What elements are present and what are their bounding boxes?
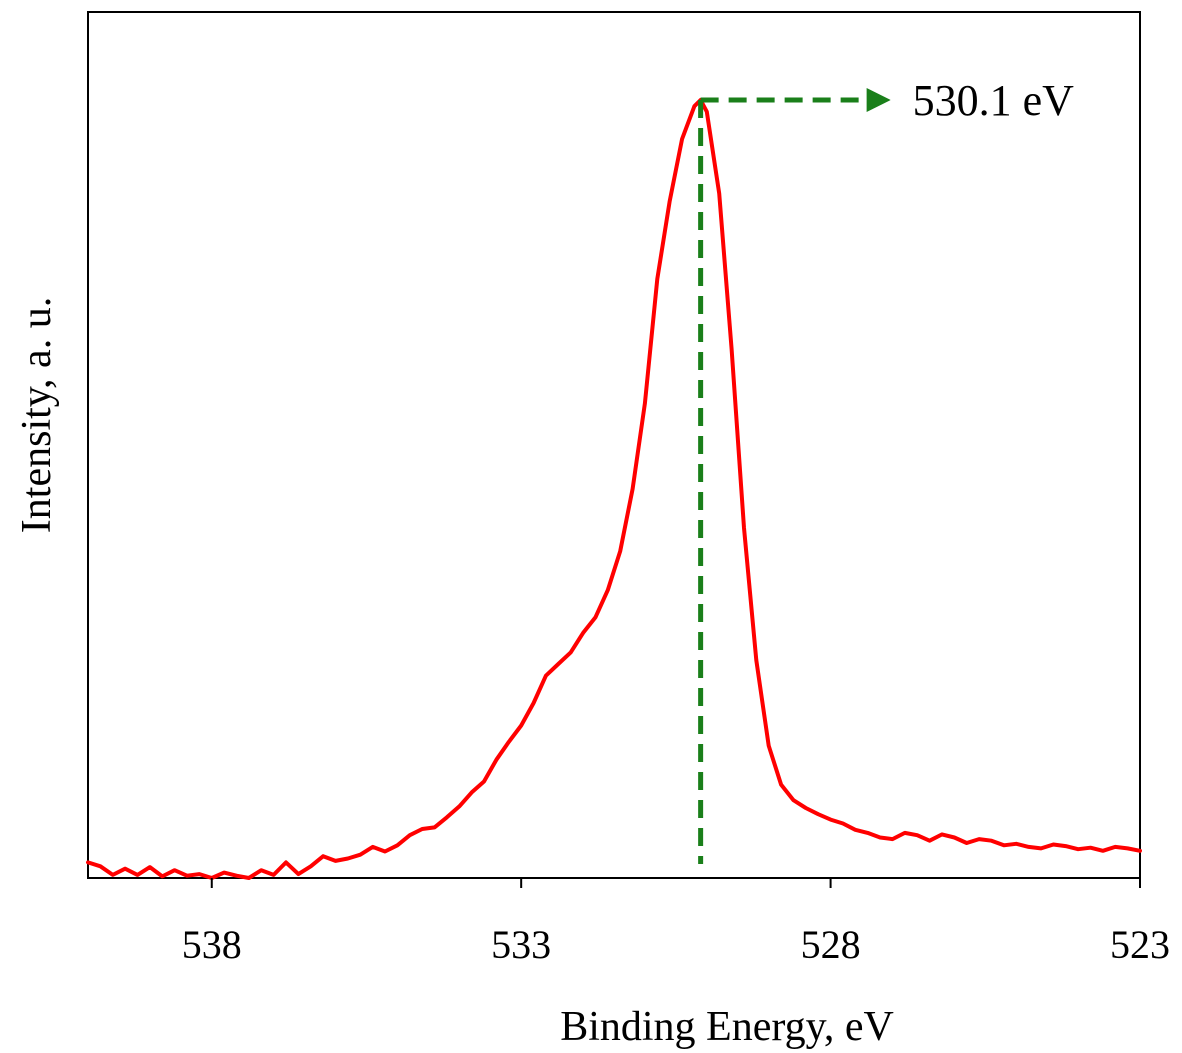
series-layer (86, 98, 1142, 880)
y-axis-label: Intensity, a. u. (14, 297, 60, 533)
x-tick-label: 533 (491, 922, 551, 967)
spectrum-line (86, 98, 1142, 880)
plot-border (87, 11, 1141, 879)
x-tick-label: 538 (182, 922, 242, 967)
plot-frame (87, 11, 1141, 879)
x-axis-label: Binding Energy, eV (560, 1004, 894, 1050)
x-tick-label: 528 (801, 922, 861, 967)
arrow-head-icon (866, 88, 891, 112)
peak-annotation-label: 530.1 eV (913, 76, 1075, 125)
annotation-layer: 530.1 eV (698, 76, 1075, 864)
x-ticks: 538 533 528 523 (182, 878, 1170, 967)
x-tick-label: 523 (1110, 922, 1170, 967)
